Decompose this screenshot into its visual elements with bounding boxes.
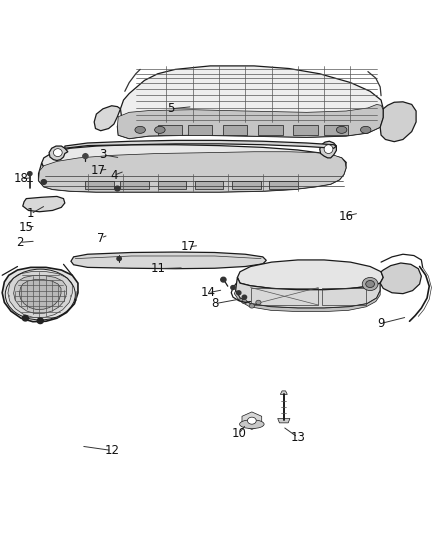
Text: 9: 9 (377, 317, 385, 330)
Ellipse shape (242, 295, 247, 299)
Polygon shape (71, 252, 266, 269)
Bar (269, 181, 298, 189)
Bar (324, 125, 348, 135)
Ellipse shape (247, 417, 256, 424)
Text: 17: 17 (91, 164, 106, 176)
Polygon shape (117, 104, 383, 139)
Polygon shape (42, 145, 346, 174)
Polygon shape (234, 290, 380, 312)
Ellipse shape (221, 277, 226, 282)
Ellipse shape (237, 291, 241, 295)
Bar (85, 181, 114, 189)
Ellipse shape (240, 420, 264, 429)
Ellipse shape (22, 316, 28, 321)
Text: 14: 14 (201, 286, 215, 300)
Polygon shape (2, 268, 78, 322)
Ellipse shape (117, 257, 121, 261)
Polygon shape (320, 141, 336, 158)
Text: 17: 17 (181, 240, 196, 253)
Ellipse shape (256, 300, 261, 304)
Ellipse shape (362, 278, 378, 290)
Ellipse shape (366, 280, 374, 287)
Ellipse shape (242, 300, 247, 304)
Bar (293, 125, 318, 135)
Text: 18: 18 (14, 172, 28, 185)
Text: 11: 11 (150, 262, 165, 275)
Polygon shape (380, 102, 416, 142)
Ellipse shape (41, 180, 46, 184)
Polygon shape (278, 418, 290, 423)
Polygon shape (8, 271, 72, 318)
Text: 16: 16 (339, 209, 353, 223)
Polygon shape (117, 109, 383, 139)
Polygon shape (14, 276, 67, 313)
Polygon shape (242, 412, 262, 430)
Text: 1: 1 (27, 207, 35, 221)
Ellipse shape (231, 286, 235, 289)
Polygon shape (39, 162, 346, 192)
Polygon shape (65, 140, 336, 148)
Ellipse shape (360, 126, 371, 133)
Polygon shape (39, 152, 346, 192)
Ellipse shape (155, 126, 165, 133)
Bar (120, 181, 149, 189)
Ellipse shape (115, 186, 120, 191)
Polygon shape (280, 391, 287, 394)
Text: 3: 3 (99, 148, 106, 161)
Polygon shape (49, 146, 68, 160)
Bar (258, 125, 283, 135)
Bar (232, 181, 261, 189)
Text: 12: 12 (104, 444, 119, 457)
Text: 8: 8 (211, 297, 218, 310)
Ellipse shape (249, 304, 254, 308)
Polygon shape (19, 280, 61, 310)
Bar (188, 125, 212, 135)
Bar (251, 287, 318, 305)
Text: 5: 5 (167, 102, 174, 115)
Polygon shape (380, 263, 421, 294)
Ellipse shape (37, 318, 43, 324)
Text: 15: 15 (19, 221, 34, 233)
Polygon shape (94, 106, 120, 131)
Polygon shape (237, 260, 383, 290)
Text: 7: 7 (97, 231, 105, 245)
Bar (223, 125, 247, 135)
Bar (195, 181, 223, 189)
Ellipse shape (83, 154, 88, 158)
Bar (158, 181, 186, 189)
Text: 10: 10 (231, 427, 246, 440)
Polygon shape (120, 66, 383, 126)
Text: 13: 13 (290, 431, 305, 444)
Ellipse shape (135, 126, 145, 133)
Polygon shape (23, 197, 65, 212)
Ellipse shape (53, 149, 62, 157)
Text: 2: 2 (16, 236, 24, 249)
Bar (322, 287, 366, 305)
Ellipse shape (324, 145, 333, 154)
Bar (158, 125, 182, 135)
Ellipse shape (28, 172, 32, 175)
Ellipse shape (336, 126, 347, 133)
Polygon shape (236, 278, 380, 308)
Text: 4: 4 (110, 169, 118, 182)
